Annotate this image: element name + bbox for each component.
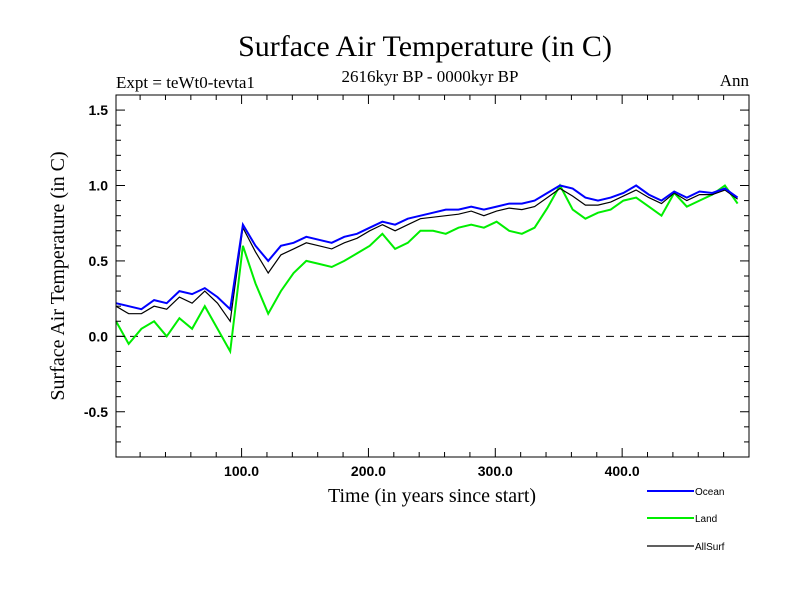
- chart-subtitle: 2616kyr BP - 0000kyr BP: [342, 67, 519, 86]
- y-tick-label: -0.5: [84, 404, 108, 420]
- x-tick-label: 100.0: [224, 463, 259, 479]
- plot-area: [115, 183, 749, 355]
- plot-frame: [115, 94, 750, 458]
- y-tick-label: 0.5: [89, 253, 109, 269]
- legend-label-land: Land: [695, 514, 717, 525]
- chart-title: Surface Air Temperature (in C): [238, 30, 612, 63]
- season-label: Ann: [720, 71, 750, 90]
- x-tick-label: 200.0: [351, 463, 386, 479]
- x-tick-label: 300.0: [478, 463, 513, 479]
- y-tick-label: 1.0: [89, 178, 109, 194]
- legend: Ocean Land AllSurf: [647, 487, 725, 553]
- y-tick-label: 0.0: [89, 328, 109, 344]
- experiment-label: Expt = teWt0-tevta1: [116, 73, 255, 92]
- legend-label-ocean: Ocean: [695, 487, 724, 498]
- axis-ticks: 100.0 200.0 300.0 400.0 -0.5 0.0 0.5 1.0 1.5: [84, 95, 749, 479]
- y-axis-label: Surface Air Temperature (in C): [47, 151, 69, 400]
- x-axis-label: Time (in years since start): [328, 485, 536, 507]
- series-line-land: [115, 183, 739, 355]
- y-tick-label: 1.5: [89, 102, 109, 118]
- series-line-allsurf: [115, 187, 738, 323]
- x-tick-label: 400.0: [605, 463, 640, 479]
- legend-label-allsurf: AllSurf: [695, 542, 725, 553]
- series-line-ocean: [115, 184, 739, 312]
